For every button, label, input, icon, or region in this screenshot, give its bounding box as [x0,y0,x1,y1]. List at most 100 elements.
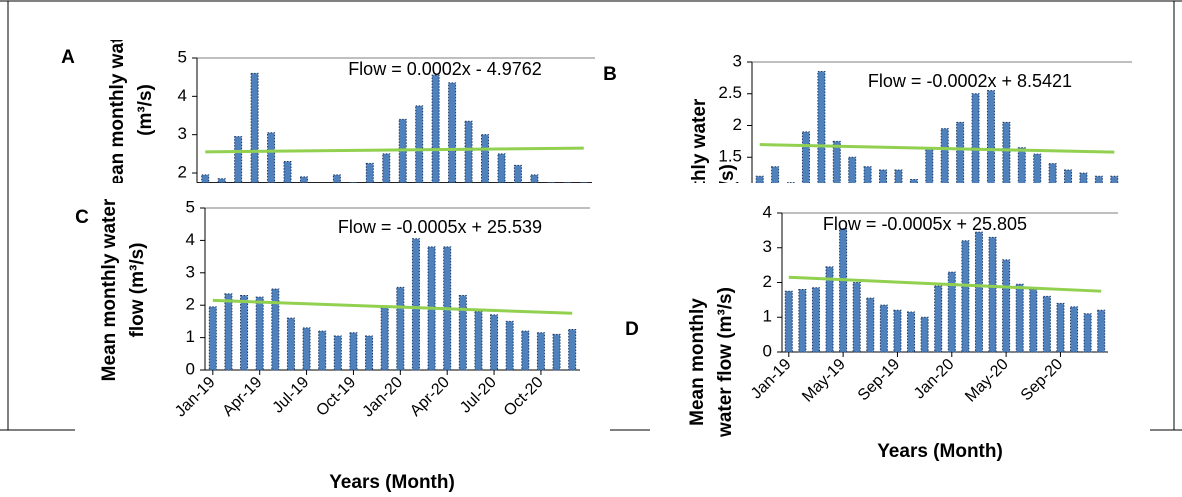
bar [250,72,259,183]
bar [971,93,980,183]
bar [925,147,934,183]
bar [771,166,780,183]
bar [798,288,807,353]
trend-line [788,275,1102,293]
bar [784,290,793,353]
bar [974,231,983,353]
bar [988,236,997,353]
bar [961,240,970,353]
bar [893,309,902,353]
panel-label: A [61,47,75,68]
y-axis-label: flow (m³/s) [127,243,148,338]
bar [879,169,888,183]
y-tick-label: 5 [186,197,195,216]
bar [1033,153,1042,183]
bar [839,228,848,353]
bar [286,317,295,371]
y-tick-label: 0 [186,359,195,378]
bar [464,120,473,183]
y-tick-label: 2 [178,162,187,181]
bar [817,71,826,183]
panel-label: B [603,64,617,85]
bar [1083,313,1092,353]
bar [552,333,561,371]
bar [240,294,249,371]
trend-line [205,146,584,154]
bar [1094,175,1103,183]
bar [907,311,916,353]
bar [380,306,389,371]
bar [755,175,764,183]
panel-label: D [625,319,639,340]
bar [382,153,391,183]
bar [568,329,577,371]
trend-equation: Flow = -0.0005x + 25.539 [338,217,542,237]
bar [801,131,810,183]
bar [852,282,861,353]
frame [0,0,1182,431]
bar [863,166,872,183]
bar [832,140,841,183]
y-axis-label: water flow (m³/s) [715,287,736,438]
x-axis-title: Years (Month) [877,441,1003,462]
y-axis-label: Mean monthly [687,298,708,426]
bar [271,288,280,371]
y-tick-label: 3 [186,262,195,281]
bar [201,174,210,183]
bar [1097,309,1106,353]
trend-equation: Flow = -0.0005x + 25.805 [823,214,1027,234]
bar [1079,172,1088,183]
bar [365,335,374,371]
bar [546,182,555,183]
bar [299,176,308,183]
bar [1110,175,1119,183]
y-tick-label: 3 [733,51,742,70]
bar [396,286,405,371]
y-tick-label: 5 [178,47,187,66]
y-tick-label: 2.5 [718,83,742,102]
bar [986,90,995,183]
bar [940,128,949,183]
y-tick-label: 1 [763,307,772,326]
panel-label: C [75,207,89,228]
bar [934,285,943,353]
bar [349,182,358,183]
bar [513,164,522,183]
bar [497,153,506,183]
bar [530,174,539,183]
bar [825,266,834,353]
bar [1015,283,1024,353]
y-axis-label: Mean monthly water [107,18,128,201]
bar [333,335,342,371]
bar [481,134,490,183]
y-tick-label: 1 [186,327,195,346]
bar [318,330,327,371]
bar [431,74,440,183]
trend-equation: Flow = 0.0002x - 4.9762 [348,59,542,79]
y-tick-label: 0 [763,341,772,360]
y-tick-label: 3 [178,124,187,143]
y-tick-label: 2 [763,272,772,291]
bar [302,327,311,371]
bar [474,311,483,371]
bar [332,174,341,183]
bar [579,182,588,183]
bar [458,294,467,371]
bar [415,105,424,183]
bar [365,162,374,183]
bar [866,297,875,353]
bar [1070,306,1079,353]
bar [786,182,795,183]
y-tick-label: 2 [733,115,742,134]
y-tick-label: 2 [186,295,195,314]
y-tick-label: 4 [178,86,187,105]
bar [909,178,918,183]
trend-line [759,143,1115,154]
y-axis-label: (m³/s) [135,84,156,136]
bar [848,156,857,183]
y-axis-label: Mean monthly water [99,198,120,381]
bar [1056,302,1065,353]
bar [521,330,530,371]
